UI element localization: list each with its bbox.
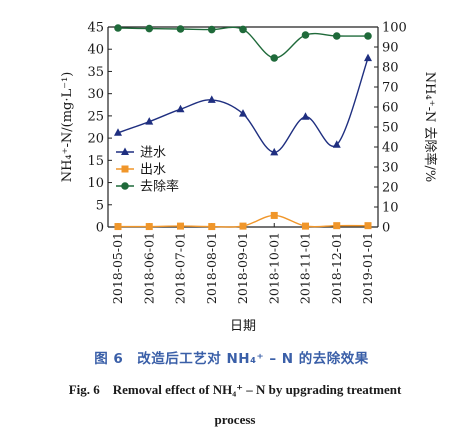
x-tick-label: 2018-09-01 [235,232,250,304]
right-tick-label: 30 [382,161,399,176]
y2-axis-title: NH₄⁺-N 去除率/% [422,72,438,182]
chart-series [114,24,372,231]
series-1-point [177,222,184,230]
series-1-point [145,223,153,231]
series-0-point [239,109,247,117]
left-tick-label: 10 [87,176,104,191]
left-tick-label: 45 [87,21,104,36]
legend-label-2: 去除率 [140,179,179,195]
x-axis-title: 日期 [230,319,256,334]
x-tick-label: 2019-01-01 [360,232,375,304]
right-tick-label: 20 [382,181,399,196]
right-tick-label: 0 [382,221,390,236]
x-tick-label: 2018-05-01 [110,232,125,304]
legend-marker-1 [121,165,129,173]
series-0-point [301,112,310,120]
series-0-point [332,140,341,148]
left-tick-label: 35 [87,65,104,80]
legend-label-0: 进水 [140,146,166,161]
y-axis-title: NH₄⁺-N/(mg·L⁻¹) [60,72,75,183]
x-tick-label: 2018-06-01 [141,232,156,304]
left-tick-label: 20 [87,132,104,147]
right-tick-label: 40 [382,141,399,156]
x-tick-label: 2018-10-01 [266,232,281,304]
chart-axes: 0 5 10 15 20 25 30 35 40 45 0 10 20 30 40 50 60 70 80 90 100… [60,21,438,335]
caption-english: Fig. 6 Removal effect of NH₄⁺ – N by upg… [20,375,450,435]
series-1-point [364,222,372,230]
left-tick-label: 0 [96,221,104,236]
left-tick-label: 15 [87,154,104,169]
series-1-point [302,222,309,230]
x-tick-label: 2018-07-01 [173,232,188,304]
x-tick-label: 2018-11-01 [298,232,313,304]
legend-label-1: 出水 [140,163,166,178]
series-0-point [145,117,154,125]
caption-english-line1: Fig. 6 Removal effect of NH₄⁺ – N by upg… [68,382,402,397]
x-tick-label: 2018-12-01 [329,232,344,304]
right-tick-label: 80 [382,61,399,76]
left-tick-label: 25 [87,109,104,124]
legend-marker-2 [121,182,129,190]
series-2-point [114,24,122,32]
x-tick-label: 2018-08-01 [204,232,219,304]
series-2-point [207,25,216,34]
legend-marker-0 [121,147,129,155]
left-tick-label: 30 [87,87,104,102]
series-1-point [114,223,122,231]
series-2-point [145,24,154,33]
series-0-point [364,53,372,62]
right-tick-label: 50 [382,121,399,136]
right-tick-label: 60 [382,101,399,116]
right-tick-label: 70 [382,81,399,96]
series-2-point [239,25,247,34]
caption-chinese: 图 6 改造后工艺对 NH₄⁺ – N 的去除效果 [94,351,369,367]
left-tick-label: 40 [87,43,104,58]
caption-english-line2: process [214,412,256,427]
series-0-point [207,95,216,103]
series-line-0 [117,57,369,154]
left-tick-label: 5 [96,198,104,213]
series-0-point [270,147,279,156]
series-1-point [333,222,341,230]
series-0-point [176,104,185,113]
right-tick-label: 10 [382,201,399,216]
series-1-point [208,223,216,231]
series-2-point [301,31,310,39]
series-2-point [364,32,372,40]
series-2-point [176,25,185,33]
series-1-point [270,211,278,219]
series-1-point [239,222,247,230]
series-2-point [332,32,341,40]
series-2-point [270,54,279,62]
series-0-point [114,128,122,136]
right-tick-label: 100 [382,21,407,36]
right-tick-label: 90 [382,41,399,56]
